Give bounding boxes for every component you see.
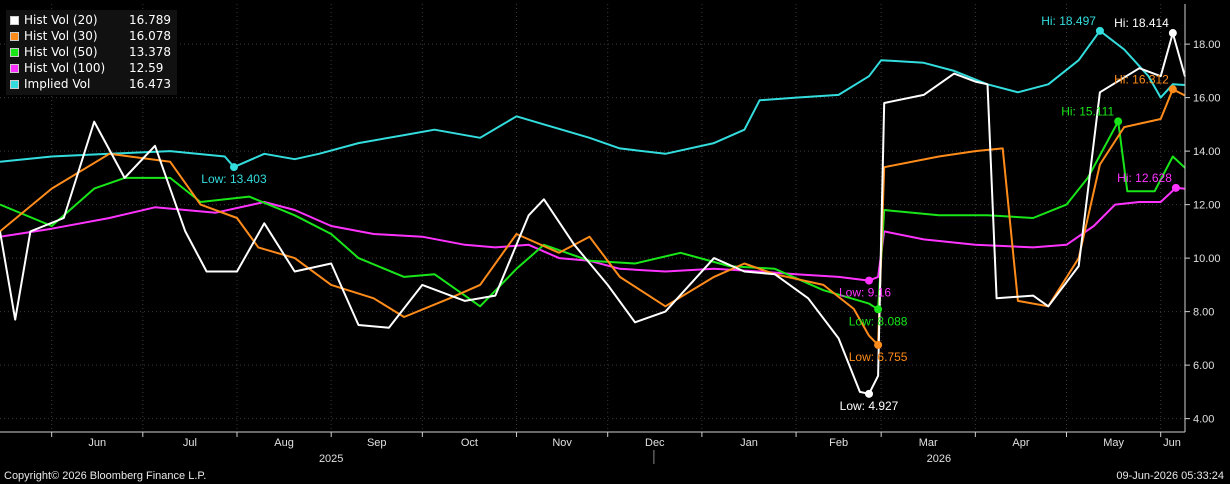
legend-label: Implied Vol xyxy=(24,77,91,91)
x-tick-label: Aug xyxy=(274,437,294,449)
annotation-marker xyxy=(865,389,873,398)
y-tick-label: 4.00 xyxy=(1193,414,1214,426)
legend-swatch xyxy=(10,47,19,57)
annotation-label: Hi: 12.628 xyxy=(1117,171,1172,185)
x-tick-label: Jan xyxy=(740,437,758,449)
x-tick-label: Feb xyxy=(829,437,848,449)
y-tick-label: 16.00 xyxy=(1193,93,1221,105)
legend-label: Hist Vol (20) xyxy=(24,13,98,27)
annotation-label: Low: 9.16 xyxy=(839,286,891,300)
y-tick-label: 12.00 xyxy=(1193,200,1221,212)
timestamp-text: 09-Jun-2026 05:33:24 xyxy=(1116,470,1224,482)
legend-item: Hist Vol (20) 16.789 xyxy=(10,12,171,28)
legend-item: Hist Vol (50) 13.378 xyxy=(10,44,171,60)
legend-item: Implied Vol 16.473 xyxy=(10,76,171,92)
annotation-label: Hi: 15.111 xyxy=(1061,104,1114,118)
annotation-label: Hi: 16.312 xyxy=(1114,72,1169,86)
y-tick-label: 6.00 xyxy=(1193,360,1214,372)
x-tick-label: Jul xyxy=(183,437,197,449)
copyright-text: Copyright© 2026 Bloomberg Finance L.P. xyxy=(4,470,207,482)
legend-value: 12.59 xyxy=(129,61,164,75)
legend-swatch xyxy=(10,31,19,41)
legend-item: Hist Vol (30) 16.078 xyxy=(10,28,171,44)
annotation-marker xyxy=(1171,183,1180,192)
annotation-marker xyxy=(1168,85,1177,94)
legend-value: 16.473 xyxy=(129,77,171,91)
chart-grid xyxy=(0,4,1185,432)
y-tick-label: 8.00 xyxy=(1193,307,1214,319)
annotation-marker xyxy=(874,340,883,349)
annotation-label: Hi: 18.497 xyxy=(1041,14,1096,28)
legend-label: Hist Vol (30) xyxy=(24,29,98,43)
annotation-label: Hi: 18.414 xyxy=(1114,16,1169,30)
legend-swatch xyxy=(10,15,19,25)
series-line xyxy=(0,29,1186,169)
annotation-label: Low: 6.755 xyxy=(849,350,908,364)
x-tick-label: Nov xyxy=(552,437,572,449)
chart-annotations: Low: 13.403 Hi: 18.497 Hi: 18.414 Hi: 16.31… xyxy=(201,14,1180,413)
x-tick-label: Mar xyxy=(919,437,938,449)
legend-swatch xyxy=(10,79,19,89)
x-tick-label: May xyxy=(1103,437,1124,449)
x-year-label: 2026 xyxy=(927,453,951,465)
annotation-label: Low: 8.088 xyxy=(849,314,908,328)
annotation-label: Low: 4.927 xyxy=(840,399,899,413)
chart-series xyxy=(0,29,1186,395)
legend-label: Hist Vol (50) xyxy=(24,45,98,59)
x-tick-label: Apr xyxy=(1012,437,1029,449)
x-tick-label: Sep xyxy=(367,437,387,449)
legend-item: Hist Vol (100) 12.59 xyxy=(10,60,171,76)
y-tick-label: 18.00 xyxy=(1193,39,1221,51)
legend-value: 13.378 xyxy=(129,45,171,59)
legend-value: 16.789 xyxy=(129,13,171,27)
annotation-marker xyxy=(1168,29,1177,38)
annotation-marker xyxy=(1114,117,1123,126)
series-line xyxy=(0,186,1186,282)
x-tick-label: Dec xyxy=(645,437,665,449)
chart-axes: 4.00 6.00 8.00 10.00 12.00 14.00 16.00 18.00 Jun… xyxy=(0,4,1221,465)
y-tick-label: 14.00 xyxy=(1193,146,1221,158)
legend-value: 16.078 xyxy=(129,29,171,43)
chart-legend: Hist Vol (20) 16.789 Hist Vol (30) 16.078 Hi… xyxy=(6,10,177,95)
y-tick-label: 10.00 xyxy=(1193,253,1221,265)
x-tick-label: Jun xyxy=(88,437,106,449)
annotation-marker xyxy=(229,163,238,172)
legend-swatch xyxy=(10,63,19,73)
x-tick-label: Oct xyxy=(461,437,478,449)
annotation-marker xyxy=(865,276,873,285)
x-year-label: 2025 xyxy=(319,453,343,465)
x-tick-label: Jun xyxy=(1163,437,1181,449)
annotation-marker xyxy=(874,305,883,314)
legend-label: Hist Vol (100) xyxy=(24,61,106,75)
annotation-label: Low: 13.403 xyxy=(201,172,267,186)
series-line xyxy=(0,32,1186,395)
series-line xyxy=(0,120,1186,311)
annotation-marker xyxy=(1095,26,1104,35)
